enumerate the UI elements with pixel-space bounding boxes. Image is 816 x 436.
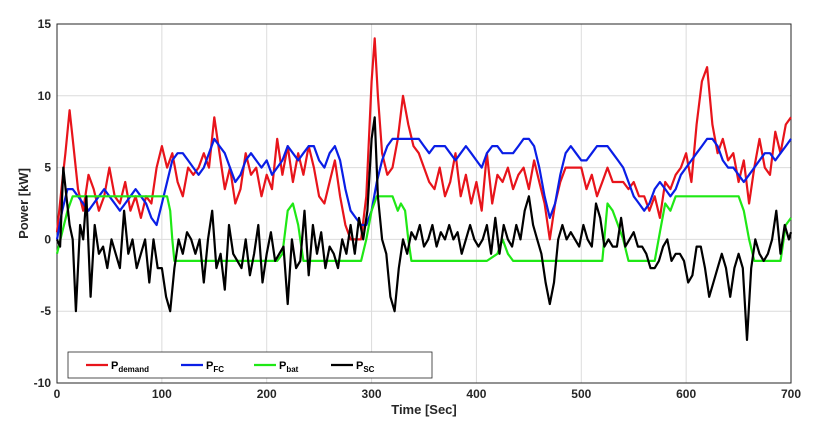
series-layer (55, 37, 793, 341)
y-tick-label: 15 (38, 17, 52, 31)
legend-label-SC: PSC (356, 360, 375, 374)
x-tick-label: 600 (676, 387, 696, 401)
legend-label-bat: Pbat (279, 360, 299, 374)
x-tick-label: 300 (362, 387, 382, 401)
x-tick-label: 400 (466, 387, 486, 401)
x-tick-label: 500 (571, 387, 591, 401)
legend-box (67, 351, 433, 379)
x-axis-tick-labels: 0 100 200 300 400 500 600 700 (54, 387, 802, 401)
x-tick-label: 100 (152, 387, 172, 401)
legend-label-FC: PFC (206, 360, 224, 374)
x-axis-title: Time [Sec] (391, 402, 457, 417)
x-tick-label: 700 (781, 387, 801, 401)
series-line-demand (55, 37, 792, 241)
x-tick-label: 0 (54, 387, 61, 401)
y-tick-label: 5 (44, 161, 51, 175)
y-tick-label: -10 (34, 376, 52, 390)
series-line-SC (55, 116, 793, 341)
plot-area-frame (56, 23, 792, 384)
legend: Pdemand PFC Pbat PSC (67, 351, 433, 379)
series-line-FC (55, 137, 792, 240)
y-axis-title: Power [kW] (16, 168, 31, 239)
y-tick-label: 10 (38, 89, 52, 103)
y-tick-label: 0 (44, 232, 51, 246)
x-tick-label: 200 (257, 387, 277, 401)
y-tick-label: -5 (40, 304, 51, 318)
legend-label-demand: Pdemand (111, 360, 149, 374)
y-axis-tick-labels: -10 -5 0 5 10 15 (34, 17, 52, 390)
